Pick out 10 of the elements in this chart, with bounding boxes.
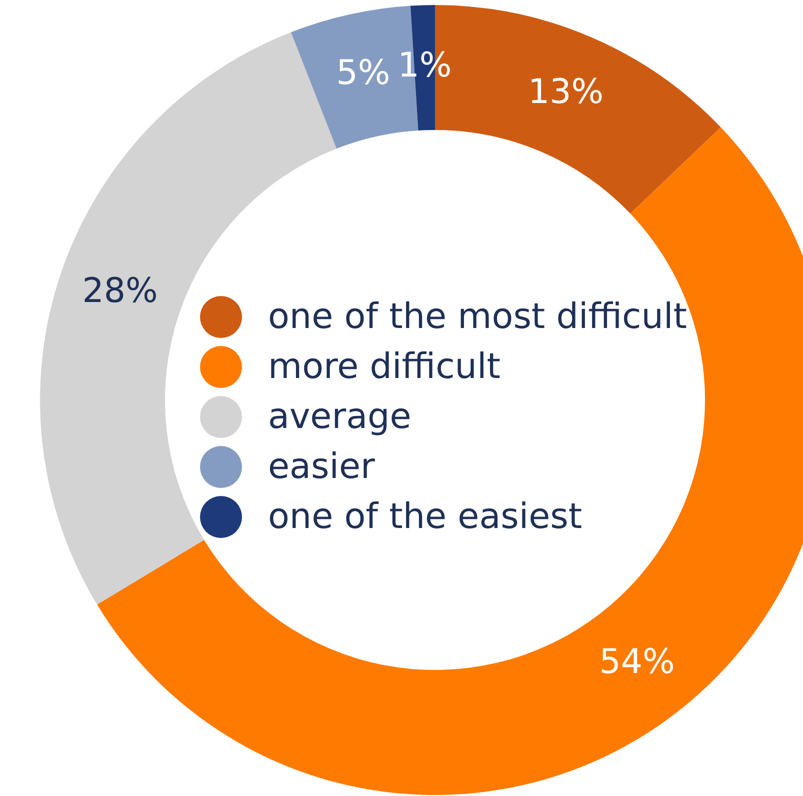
data-label: 28% (82, 271, 158, 312)
data-label: 54% (599, 642, 675, 682)
legend-label: average (268, 397, 412, 437)
legend-label: more difficult (268, 347, 500, 387)
legend-label: easier (268, 447, 375, 487)
data-label: 5% (336, 53, 390, 94)
legend-label: one of the most difficult (268, 297, 687, 337)
legend-label: one of the easiest (268, 497, 582, 537)
data-label: 1% (398, 45, 452, 86)
data-label: 13% (528, 72, 604, 112)
